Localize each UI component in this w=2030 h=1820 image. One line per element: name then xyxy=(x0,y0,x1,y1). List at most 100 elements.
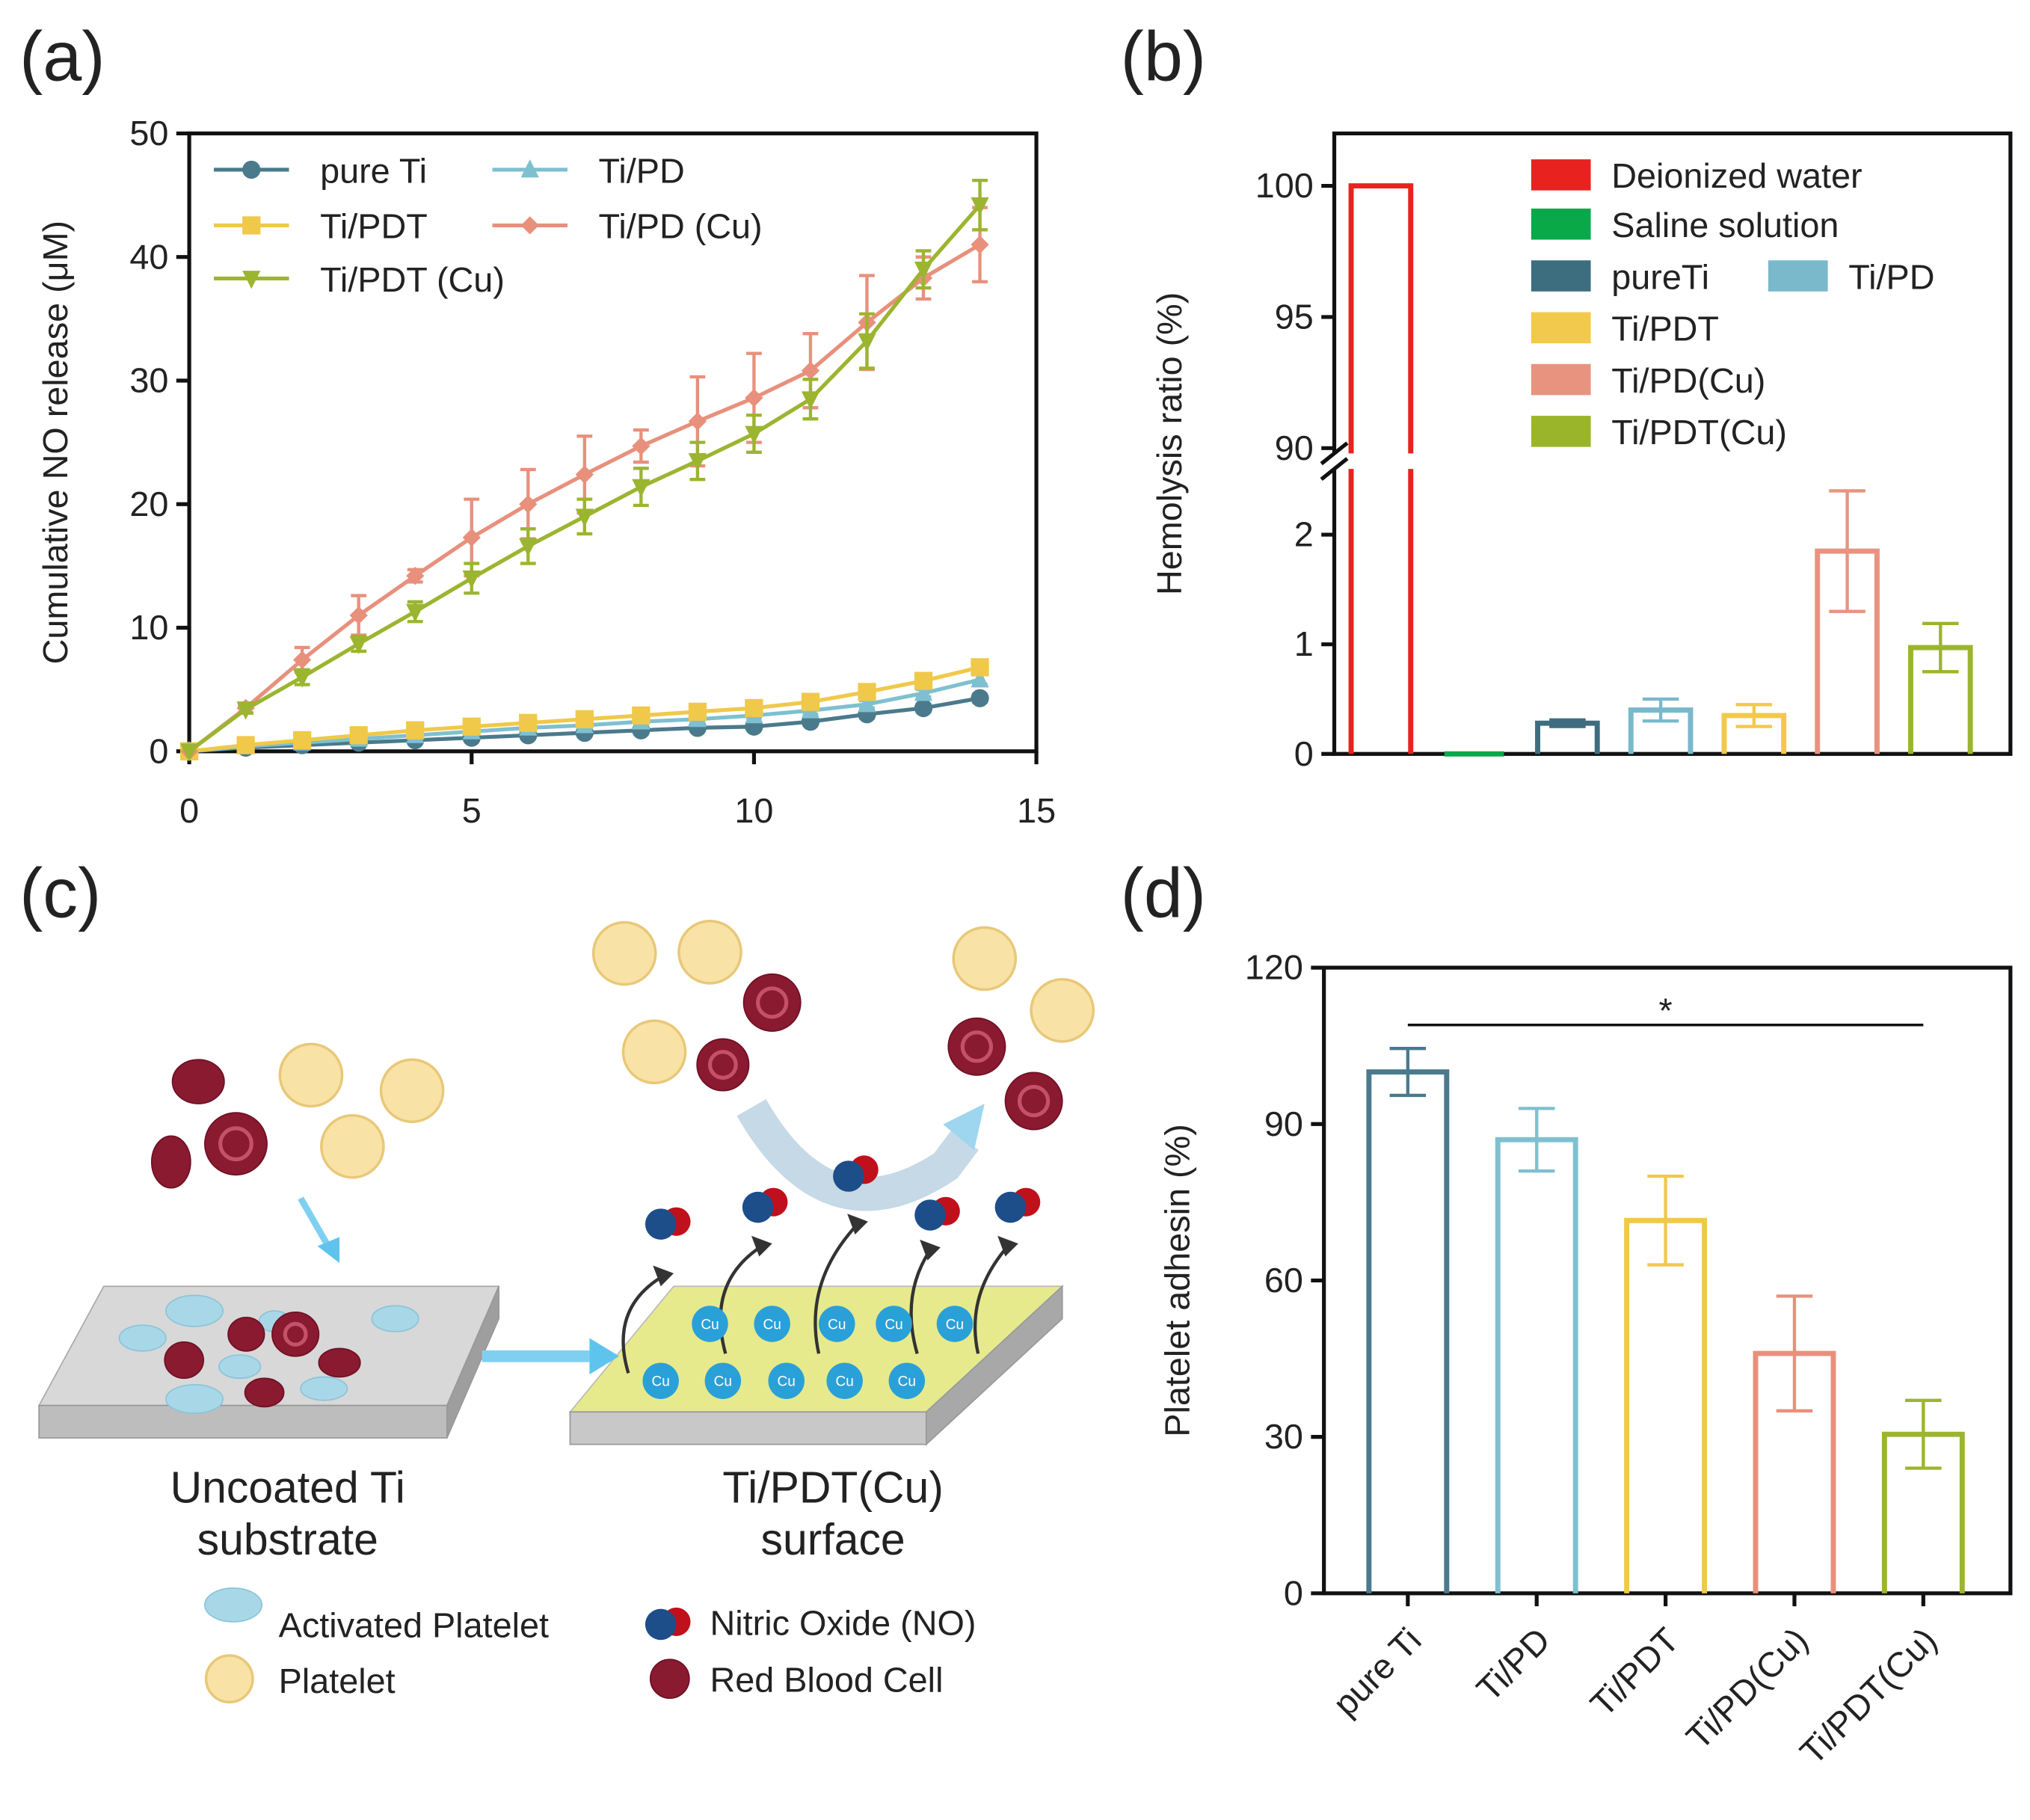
cu-label: Cu xyxy=(714,1374,732,1390)
legend-marker xyxy=(242,271,261,289)
legend-swatch xyxy=(1531,260,1591,292)
cu-label: Cu xyxy=(763,1317,781,1332)
marker xyxy=(519,713,538,732)
error-bar xyxy=(1549,718,1586,728)
y-tick-label: 120 xyxy=(1245,948,1303,987)
legend-label: Ti/PDT(Cu) xyxy=(1611,413,1787,452)
marker xyxy=(236,701,255,720)
legend-swatch xyxy=(1768,260,1828,292)
marker xyxy=(688,702,707,722)
y-tick-label: 50 xyxy=(129,114,168,153)
rbc-highlights xyxy=(218,986,1051,1347)
repel-arrowhead xyxy=(943,1103,985,1151)
marker xyxy=(575,710,594,728)
marker xyxy=(745,425,763,444)
legend-swatch xyxy=(1531,208,1591,240)
y-tick-label: 1 xyxy=(1294,624,1314,663)
coated-slab-side xyxy=(925,1285,1063,1446)
y-tick-label: 20 xyxy=(129,485,168,523)
marker xyxy=(801,692,820,711)
y-tick-label: 0 xyxy=(1284,1573,1303,1612)
y-tick-label: 2 xyxy=(1294,515,1314,554)
cu-ion xyxy=(936,1306,974,1342)
bar xyxy=(1348,183,1414,754)
surface-label: Ti/PDT(Cu) xyxy=(722,1464,944,1513)
y-axis-label: Cumulative NO release (μM) xyxy=(36,221,75,664)
marker xyxy=(349,636,368,654)
marker xyxy=(575,508,594,527)
marker xyxy=(971,669,989,688)
cu-label: Cu xyxy=(946,1317,964,1332)
marker xyxy=(914,698,933,718)
marker xyxy=(406,603,425,622)
legend-label: Deionized water xyxy=(1611,156,1862,195)
legend-swatch xyxy=(1531,363,1591,396)
legend-label: Ti/PD(Cu) xyxy=(1611,361,1765,400)
substrate-label: Uncoated Ti xyxy=(170,1464,405,1513)
cu-label: Cu xyxy=(836,1374,854,1390)
x-tick-label: 10 xyxy=(734,791,773,830)
y-tick-label: 90 xyxy=(1264,1104,1303,1143)
marker xyxy=(406,566,425,585)
cu-label: Cu xyxy=(652,1374,670,1390)
y-tick-label: 95 xyxy=(1275,298,1314,336)
ti-slab-front xyxy=(38,1404,448,1439)
y-tick-label: 100 xyxy=(1255,166,1314,205)
marker xyxy=(293,651,312,669)
marker xyxy=(632,479,650,497)
x-tick-label: 5 xyxy=(462,791,482,830)
legend-swatch xyxy=(1531,416,1591,447)
cu-ion xyxy=(642,1362,679,1399)
legend-swatch xyxy=(1531,159,1591,191)
legend-swatch xyxy=(1531,312,1591,344)
y-tick-label: 30 xyxy=(1264,1417,1303,1456)
error-bar xyxy=(1735,703,1773,728)
cu-label: Cu xyxy=(898,1374,916,1390)
release-arrowheads xyxy=(653,1214,1018,1287)
cu-ion xyxy=(876,1306,912,1342)
legend-label: Ti/PDT (Cu) xyxy=(320,260,505,299)
activated-platelets xyxy=(118,1294,419,1623)
significance-mark: * xyxy=(1658,991,1672,1030)
marker xyxy=(519,538,538,557)
marker xyxy=(801,391,820,410)
marker xyxy=(858,694,876,713)
error-bar xyxy=(1829,489,1866,613)
cu-label: Cu xyxy=(701,1317,719,1332)
panel-label: (b) xyxy=(1121,16,1206,95)
legend-label: Platelet xyxy=(279,1661,396,1700)
legend-marker xyxy=(520,159,539,178)
marker xyxy=(236,736,255,754)
y-tick-label: 0 xyxy=(1294,734,1314,773)
cu-ion xyxy=(692,1306,728,1342)
y-tick-label: 40 xyxy=(129,237,168,276)
y-axis-label: Hemolysis ratio (%) xyxy=(1150,292,1189,595)
x-tick-label: 15 xyxy=(1017,791,1056,830)
marker xyxy=(406,721,425,740)
panel-label: (c) xyxy=(19,854,101,932)
error-bar xyxy=(1518,1107,1555,1173)
marker xyxy=(349,606,368,625)
y-tick-label: 30 xyxy=(129,361,168,400)
marker xyxy=(858,333,876,351)
cu-ion xyxy=(768,1362,805,1399)
cu-ion xyxy=(826,1362,863,1399)
legend-label: pure Ti xyxy=(320,151,427,190)
y-axis-label: Platelet adhesin (%) xyxy=(1158,1124,1197,1437)
legend-label: Nitric Oxide (NO) xyxy=(710,1603,976,1642)
legend-label: Ti/PD xyxy=(599,151,685,190)
marker xyxy=(462,571,481,589)
marker xyxy=(745,698,763,718)
surface-label: surface xyxy=(761,1516,905,1564)
error-bar xyxy=(1776,1294,1813,1412)
legend-label: Red Blood Cell xyxy=(710,1660,944,1699)
legend-marker xyxy=(242,160,261,179)
marker xyxy=(801,361,820,380)
marker xyxy=(632,437,650,455)
legend-label: Ti/PDT xyxy=(320,207,428,246)
cu-label: Cu xyxy=(778,1374,796,1390)
substrate-label: substrate xyxy=(197,1516,378,1564)
marker xyxy=(632,706,650,725)
